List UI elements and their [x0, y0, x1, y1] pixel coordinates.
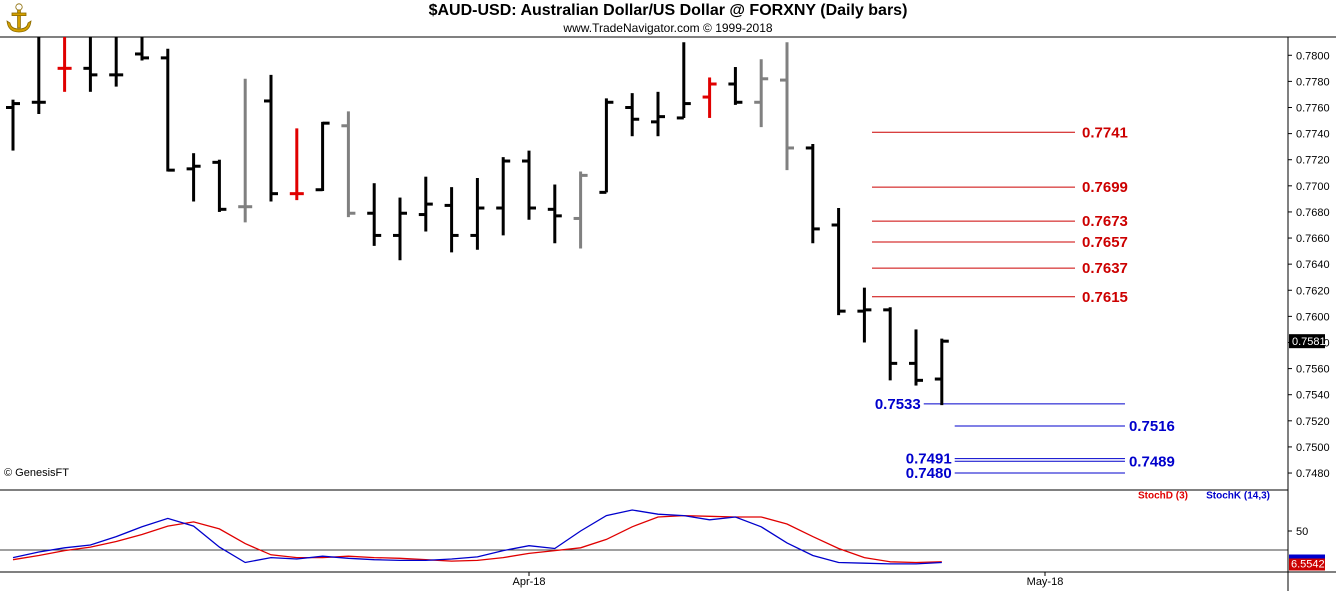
stoch-tick-label: 50 [1296, 526, 1308, 538]
price-tick-label: 0.7800 [1296, 50, 1330, 62]
support-label: 0.7491 [906, 451, 952, 468]
ohlc-bar [444, 187, 459, 253]
copyright-label: © GenesisFT [4, 467, 69, 479]
ohlc-bar [160, 48, 175, 172]
ohlc-bar [573, 171, 588, 249]
ohlc-bar [883, 307, 898, 381]
chart-header: $AUD-USD: Australian Dollar/US Dollar @ … [0, 0, 1336, 37]
stoch-last-label: 6.5542 [1291, 559, 1325, 571]
price-tick-label: 0.7560 [1296, 364, 1330, 376]
price-tick-label: 0.7760 [1296, 102, 1330, 114]
stochastic-legend: StochD (3) StochK (14,3) [1138, 490, 1270, 501]
resistance-label: 0.7615 [1082, 289, 1128, 306]
ohlc-bar [831, 208, 846, 316]
price-tick-label: 0.7480 [1296, 468, 1330, 480]
price-axis: 0.7800 0.7780 0.7760 0.7740 0.7720 0.7700 0.76… [1288, 50, 1330, 480]
date-axis: Apr-18 May-18 [512, 572, 1063, 588]
price-bars [6, 37, 949, 406]
price-tick-label: 0.7740 [1296, 129, 1330, 141]
ohlc-bar [599, 98, 614, 194]
date-tick-label: May-18 [1027, 576, 1064, 588]
stoch-series-line [12, 509, 942, 565]
ohlc-bar [6, 99, 20, 151]
ohlc-bar [212, 159, 227, 212]
price-tick-label: 0.7600 [1296, 311, 1330, 323]
anchor-logo-icon [6, 3, 32, 33]
price-tick-label: 0.7540 [1296, 390, 1330, 402]
resistance-label: 0.7637 [1082, 260, 1128, 277]
ohlc-bar [289, 128, 304, 201]
support-label: 0.7480 [906, 465, 952, 482]
ohlc-bar [547, 184, 562, 244]
ohlc-bar [728, 67, 743, 105]
stoch-series-line [12, 514, 942, 564]
resistance-label: 0.7673 [1082, 213, 1128, 230]
price-tick-label: 0.7700 [1296, 181, 1330, 193]
ohlc-bar [934, 338, 949, 406]
ohlc-bar [341, 111, 356, 218]
legend-stochk: StochK (14,3) [1206, 490, 1270, 501]
ohlc-bar [651, 91, 665, 137]
price-tick-label: 0.7620 [1296, 285, 1330, 297]
resistance-label: 0.7699 [1082, 179, 1128, 196]
price-tick-label: 0.7780 [1296, 76, 1330, 88]
ohlc-bar [83, 37, 98, 92]
ohlc-bar [909, 329, 923, 386]
ohlc-bar [264, 74, 278, 202]
ohlc-bar [522, 150, 536, 220]
ohlc-bar [315, 121, 330, 192]
resistance-label: 0.7741 [1082, 124, 1128, 141]
level-lines: 0.7741 0.7699 0.7673 0.7657 0.7637 0.7615 0.75… [872, 124, 1175, 482]
date-tick-label: Apr-18 [512, 576, 545, 588]
ohlc-bar [57, 37, 72, 92]
ohlc-bar [754, 59, 769, 128]
support-label: 0.7533 [875, 396, 921, 413]
last-price-box [1289, 334, 1325, 349]
chart-title: $AUD-USD: Australian Dollar/US Dollar @ … [428, 2, 908, 19]
chart-frame [0, 36, 1336, 591]
price-tick-label: 0.7500 [1296, 442, 1330, 454]
ohlc-bar [31, 37, 46, 115]
ohlc-bar [109, 37, 124, 87]
price-tick-label: 0.7720 [1296, 155, 1330, 167]
ohlc-bar [805, 144, 820, 244]
ohlc-bar [702, 77, 717, 118]
ohlc-bar [135, 37, 149, 61]
ohlc-bar [470, 177, 485, 250]
ohlc-bar [418, 176, 433, 232]
last-price-label: 0.7581 [1292, 336, 1326, 348]
ohlc-bar [393, 197, 407, 261]
resistance-label: 0.7657 [1082, 234, 1128, 251]
price-tick-label: 0.7640 [1296, 259, 1330, 271]
support-label: 0.7516 [1129, 418, 1175, 435]
ohlc-bar [238, 78, 253, 223]
stoch-last-box-top [1289, 554, 1325, 559]
ohlc-bar [186, 153, 201, 202]
stochastic-axis: 50 6.5542 [1288, 526, 1325, 571]
price-tick-label: 0.7520 [1296, 416, 1330, 428]
legend-stochd: StochD (3) [1138, 490, 1188, 501]
ohlc-bar [367, 183, 382, 246]
ohlc-bar [625, 93, 640, 137]
ohlc-bar [496, 157, 511, 236]
price-tick-label: 0.7680 [1296, 207, 1330, 219]
ohlc-bar [780, 42, 794, 171]
stochastic-lines [12, 509, 942, 565]
support-label: 0.7489 [1129, 453, 1175, 470]
chart-subtitle: www.TradeNavigator.com © 1999-2018 [563, 21, 773, 35]
ohlc-bar [676, 42, 691, 120]
ohlc-bar [857, 287, 872, 343]
price-tick-label: 0.7660 [1296, 233, 1330, 245]
